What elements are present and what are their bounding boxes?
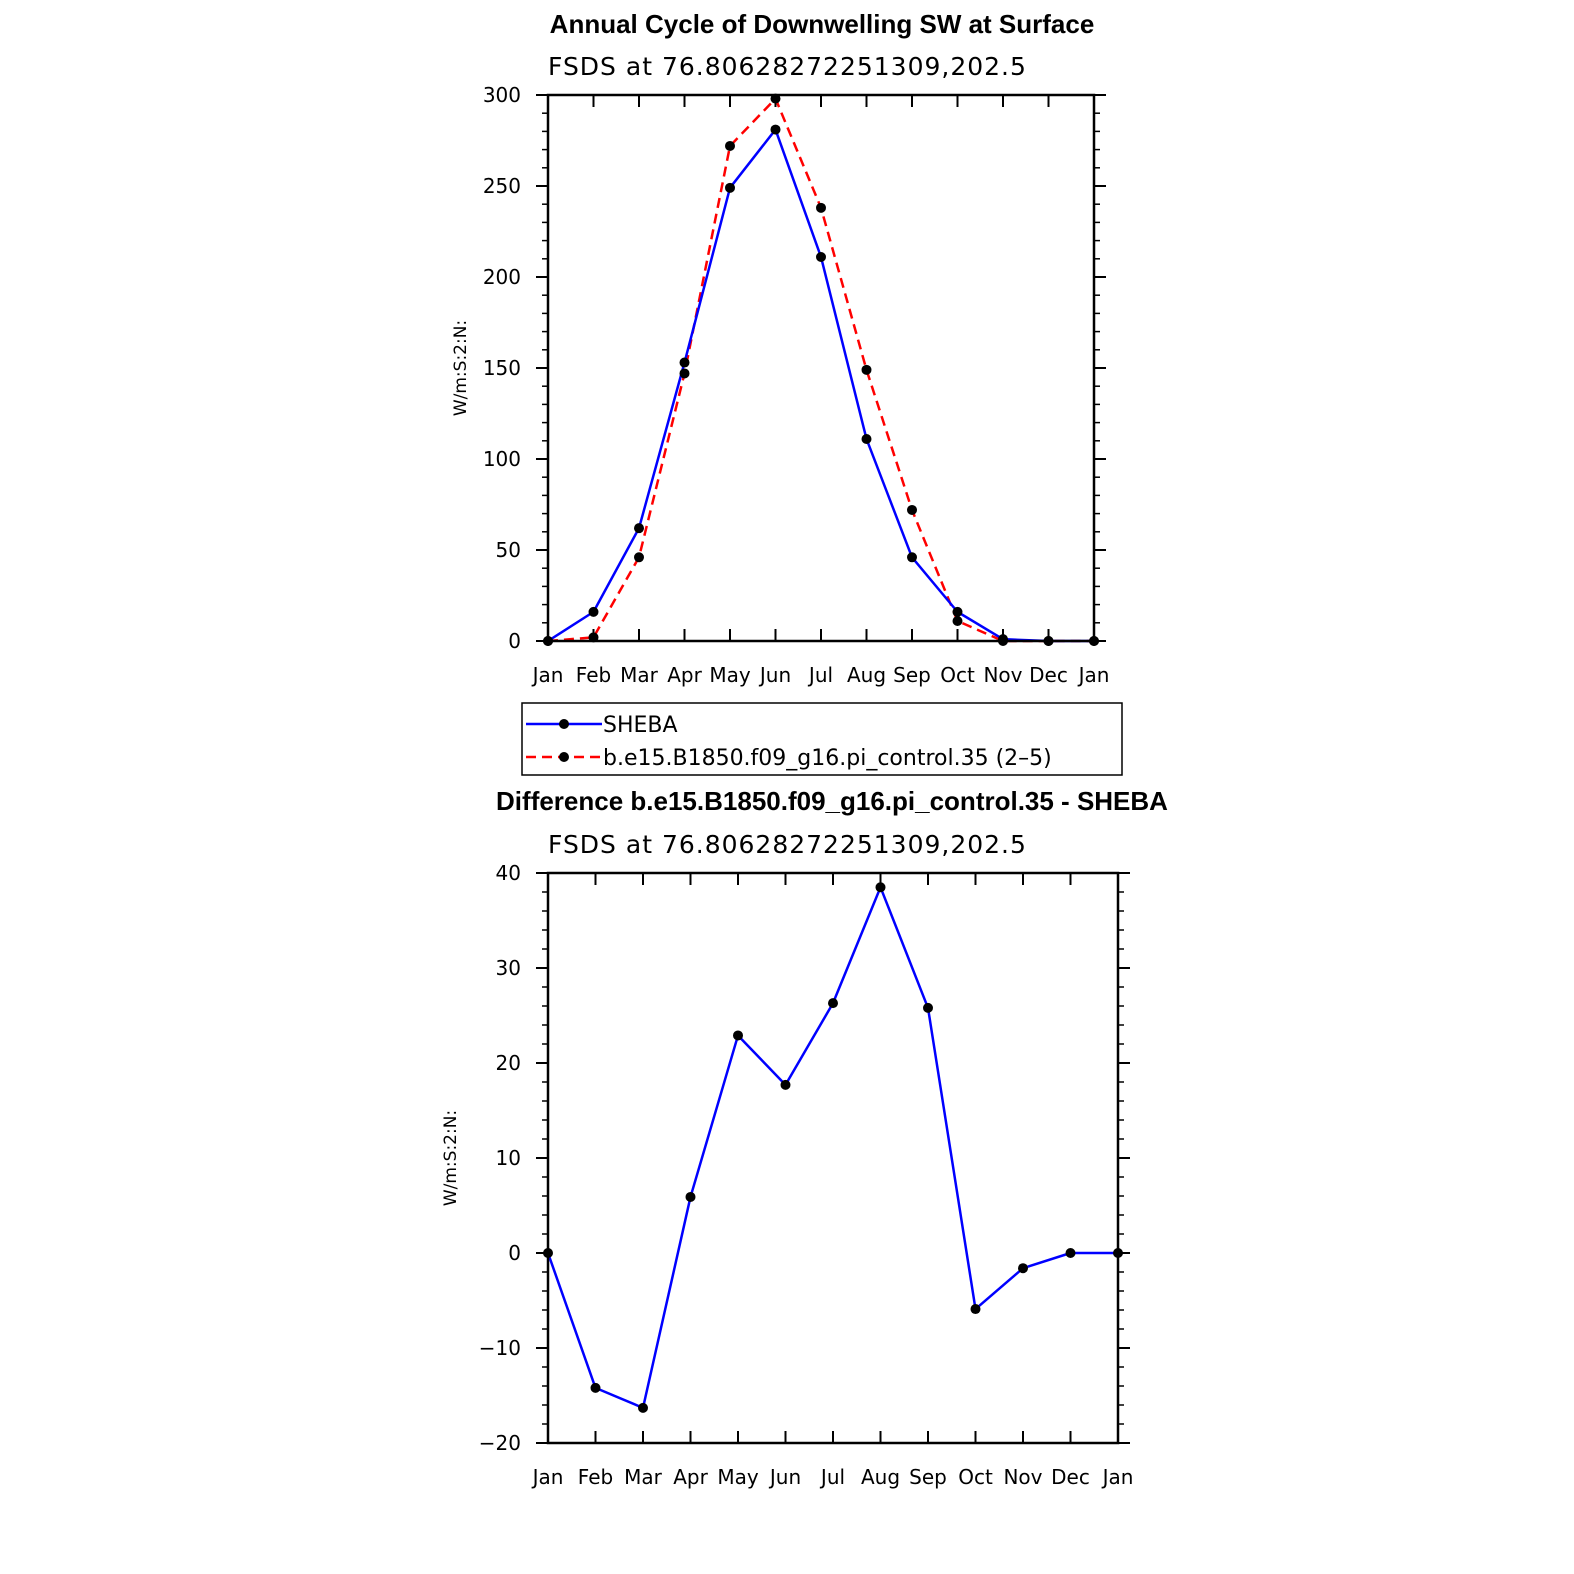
data-point-series-0: [828, 998, 838, 1009]
y-tick-label: 200: [483, 265, 521, 289]
y-axis-label: W/m:S:2:N:: [451, 320, 471, 416]
legend-item-sheba: SHEBA: [526, 713, 678, 738]
data-point-series-1: [952, 615, 963, 626]
y-tick-label: −20: [479, 1431, 521, 1455]
x-tick-label: Jun: [758, 663, 791, 687]
y-tick-label: 20: [496, 1051, 521, 1075]
x-tick-label: Apr: [673, 1465, 708, 1489]
data-point-series-0: [588, 606, 599, 617]
x-tick-label: Oct: [940, 663, 975, 687]
legend: SHEBA b.e15.B1850.f09_g16.pi_control.35 …: [521, 702, 1123, 776]
data-point-series-0: [634, 523, 644, 534]
x-tick-label: Feb: [576, 663, 611, 687]
data-point-series-1: [725, 140, 735, 151]
legend-label-sheba: SHEBA: [603, 713, 678, 738]
data-point-series-0: [733, 1030, 743, 1041]
data-point-series-0: [1018, 1263, 1028, 1274]
x-tick-label: Jul: [819, 1465, 845, 1489]
x-tick-label: Sep: [909, 1465, 947, 1489]
data-point-series-0: [923, 1002, 933, 1013]
y-tick-label: 50: [496, 538, 521, 562]
chart-subtitle: FSDS at 76.80628272251309,202.5: [548, 830, 1027, 859]
x-tick-label: Jan: [531, 1465, 564, 1489]
x-tick-label: Jun: [768, 1465, 801, 1489]
x-tick-label: Oct: [958, 1465, 993, 1489]
x-tick-label: Jan: [1101, 1465, 1134, 1489]
legend-box: [521, 702, 1123, 776]
x-tick-label: Aug: [861, 1465, 900, 1489]
x-tick-label: Dec: [1029, 663, 1068, 687]
y-tick-label: 100: [483, 447, 521, 471]
x-tick-label: Dec: [1051, 1465, 1090, 1489]
data-point-series-0: [770, 124, 781, 135]
data-point-series-0: [952, 606, 963, 617]
data-point-series-0: [638, 1402, 648, 1413]
chart-title: Difference b.e15.B1850.f09_g16.pi_contro…: [496, 786, 1168, 816]
y-tick-label: 0: [508, 1241, 521, 1265]
chart-subtitle: FSDS at 76.80628272251309,202.5: [548, 52, 1027, 81]
data-point-series-0: [816, 251, 826, 262]
x-tick-label: Mar: [620, 663, 659, 687]
data-point-series-1: [907, 504, 917, 515]
x-tick-label: Jul: [807, 663, 833, 687]
data-point-series-0: [861, 433, 872, 444]
x-tick-label: Feb: [578, 1465, 613, 1489]
data-point-series-0: [970, 1304, 981, 1315]
y-tick-label: 40: [496, 861, 521, 885]
x-tick-label: May: [709, 663, 751, 687]
x-tick-label: Nov: [983, 663, 1022, 687]
x-tick-label: May: [717, 1465, 759, 1489]
x-tick-label: Nov: [1003, 1465, 1042, 1489]
x-tick-label: Apr: [667, 663, 702, 687]
chart-title: Annual Cycle of Downwelling SW at Surfac…: [550, 9, 1095, 39]
data-point-series-1: [816, 202, 826, 213]
plot-frame: [546, 93, 1096, 643]
data-point-series-0: [685, 1191, 696, 1202]
series-line-0: [546, 886, 1118, 1410]
plot-frame: [546, 871, 1120, 1445]
y-tick-label: 250: [483, 174, 521, 198]
y-tick-label: 30: [496, 956, 521, 980]
data-point-series-0: [1065, 1248, 1076, 1258]
annual-cycle-chart: Annual Cycle of Downwelling SW at Surfac…: [451, 9, 1109, 687]
data-point-series-0: [725, 182, 735, 193]
legend-item-model: b.e15.B1850.f09_g16.pi_control.35 (2–5): [526, 746, 1052, 771]
y-tick-label: 10: [496, 1146, 521, 1170]
data-point-series-1: [679, 368, 690, 379]
x-tick-label: Mar: [624, 1465, 663, 1489]
data-point-series-1: [634, 552, 644, 563]
y-tick-label: 150: [483, 356, 521, 380]
x-tick-label: Aug: [847, 663, 886, 687]
legend-marker-model: [559, 752, 569, 762]
data-point-series-0: [590, 1382, 601, 1393]
data-point-series-0: [875, 882, 886, 893]
x-tick-label: Jan: [531, 663, 564, 687]
series-line-1: [547, 97, 1094, 643]
data-point-series-0: [907, 552, 917, 563]
data-point-series-1: [861, 364, 872, 375]
data-point-series-0: [679, 357, 690, 368]
y-axis-label: W/m:S:2:N:: [441, 1110, 461, 1206]
legend-label-model: b.e15.B1850.f09_g16.pi_control.35 (2–5): [603, 746, 1052, 771]
y-tick-label: 0: [508, 629, 521, 653]
data-point-series-0: [780, 1079, 791, 1090]
difference-chart: Difference b.e15.B1850.f09_g16.pi_contro…: [441, 786, 1168, 1489]
x-tick-label: Jan: [1077, 663, 1110, 687]
legend-marker-sheba: [559, 719, 569, 729]
y-tick-label: −10: [479, 1336, 521, 1360]
y-tick-label: 300: [483, 83, 521, 107]
x-tick-label: Sep: [893, 663, 931, 687]
